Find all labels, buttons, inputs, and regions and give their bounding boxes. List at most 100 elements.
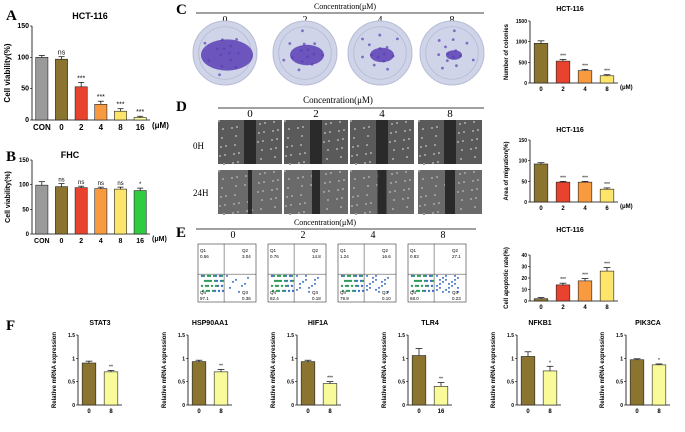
e-event-dot	[360, 284, 364, 288]
d-cell-texture	[262, 140, 264, 142]
d-cell-texture	[459, 173, 461, 175]
x-tick-label: 4	[583, 87, 587, 93]
e-concentration-label: Concentration(μM)	[294, 218, 356, 227]
c-colony-dot	[282, 58, 286, 62]
c-colony-dot	[471, 58, 475, 62]
significance-label: ns	[98, 181, 104, 187]
d-cell-texture	[434, 194, 436, 196]
y-axis-label: Relative mRNA expression	[491, 332, 497, 408]
e-apoptotic-dot	[445, 278, 447, 281]
d-cell-texture	[406, 156, 408, 158]
d-cell-texture	[220, 146, 222, 148]
chart-title: HSP90AA1	[192, 320, 228, 327]
d-cell-texture	[285, 155, 287, 157]
e-event-dot	[412, 274, 416, 278]
e-event-dot	[352, 274, 356, 278]
e-event-dot	[284, 274, 288, 278]
d-cell-texture	[237, 211, 239, 213]
d-cell-texture	[390, 182, 392, 184]
d-cell-texture	[473, 171, 475, 173]
d-cell-texture	[408, 188, 410, 190]
bar	[81, 362, 97, 406]
e-dose-label: 4	[371, 230, 376, 241]
c-colony-dot	[437, 53, 441, 57]
e-event-dot	[220, 284, 224, 288]
chart-title: HCT-116	[556, 227, 584, 234]
e-event-dot	[344, 284, 348, 288]
e-event-dot	[286, 284, 290, 288]
d-cell-texture	[326, 208, 328, 210]
e-event-dot	[275, 289, 279, 293]
e-event-dot	[291, 279, 295, 283]
c-colony-dot	[288, 42, 292, 45]
c-colony-dot	[313, 42, 317, 46]
d-cell-texture	[327, 199, 329, 201]
e-q2-label: Q2	[242, 248, 249, 253]
e-event-dot	[277, 289, 281, 293]
e-apoptotic-dot	[226, 274, 228, 277]
x-tick-label: 16	[438, 409, 445, 415]
d-cell-texture	[392, 158, 394, 160]
e-event-dot	[430, 284, 434, 288]
d-cell-texture	[366, 144, 368, 146]
d-cell-texture	[297, 127, 299, 129]
c-colony-dot	[378, 47, 382, 50]
d-cell-texture	[232, 212, 234, 214]
d-cell-texture	[389, 191, 391, 193]
d-cell-texture	[275, 147, 277, 149]
bar	[411, 355, 427, 406]
d-cell-texture	[303, 211, 305, 213]
e-event-dot	[413, 279, 417, 283]
c-colony-dot	[207, 59, 211, 63]
d-cell-texture	[350, 170, 352, 172]
x-tick-label: 2	[561, 206, 565, 212]
d-cell-texture	[460, 208, 462, 210]
d-cell-texture	[220, 196, 222, 198]
d-cell-texture	[289, 213, 291, 215]
x-tick-label: 16	[136, 238, 144, 245]
c-dish-rim	[353, 26, 407, 80]
e-dose-label: 0	[231, 230, 236, 241]
e-event-dot	[428, 274, 432, 278]
panel-label-e: E	[176, 225, 186, 241]
e-event-dot	[411, 289, 415, 293]
c-colony-dot	[220, 64, 224, 68]
e-apoptotic-dot	[445, 288, 447, 291]
d-cell-texture	[435, 185, 437, 187]
e-event-dot	[272, 274, 276, 278]
e-event-dot	[430, 274, 434, 278]
e-event-dot	[348, 274, 352, 278]
d-cell-texture	[396, 122, 398, 124]
d-cell-texture	[274, 206, 276, 208]
x-tick-label: 4	[99, 238, 103, 245]
d-cell-texture	[290, 154, 292, 156]
d-cell-texture	[338, 180, 340, 182]
e-apoptotic-dot	[378, 290, 380, 293]
c-colony-dot	[300, 60, 304, 63]
bar	[35, 57, 49, 121]
d-cell-texture	[352, 196, 354, 198]
c-colony-dot	[395, 37, 399, 41]
e-apoptotic-dot	[375, 278, 377, 281]
y-axis-label: Relative mRNA expression	[271, 332, 277, 408]
d-cell-texture	[458, 182, 460, 184]
y-tick-label: 0.5	[616, 380, 623, 386]
chart-f4: TLR4 0 0.5 1 1.5 Relative mRNA expression 0 ** 1…	[382, 320, 452, 415]
d-cell-texture	[218, 170, 220, 172]
d-cell-texture	[290, 204, 292, 206]
d-cell-texture	[474, 156, 476, 158]
significance-label: **	[439, 377, 443, 383]
d-cell-texture	[261, 199, 263, 201]
y-tick-label: 1	[511, 356, 514, 362]
significance-label: ***	[77, 75, 85, 82]
e-event-dot	[277, 279, 281, 283]
e-apoptotic-dot	[448, 286, 450, 289]
y-tick-label: 150	[19, 158, 30, 164]
c-colony-dot	[306, 55, 309, 59]
d-cell-texture	[431, 127, 433, 129]
c-colony-dot	[382, 52, 386, 56]
e-event-dot	[357, 289, 361, 293]
y-tick-label: 1	[291, 356, 294, 362]
chart-title: STAT3	[89, 320, 110, 327]
d-cell-texture	[274, 156, 276, 158]
